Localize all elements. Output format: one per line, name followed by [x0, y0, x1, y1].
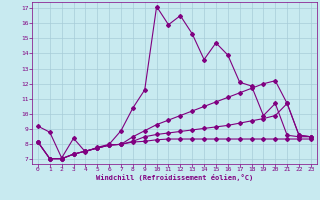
X-axis label: Windchill (Refroidissement éolien,°C): Windchill (Refroidissement éolien,°C): [96, 174, 253, 181]
